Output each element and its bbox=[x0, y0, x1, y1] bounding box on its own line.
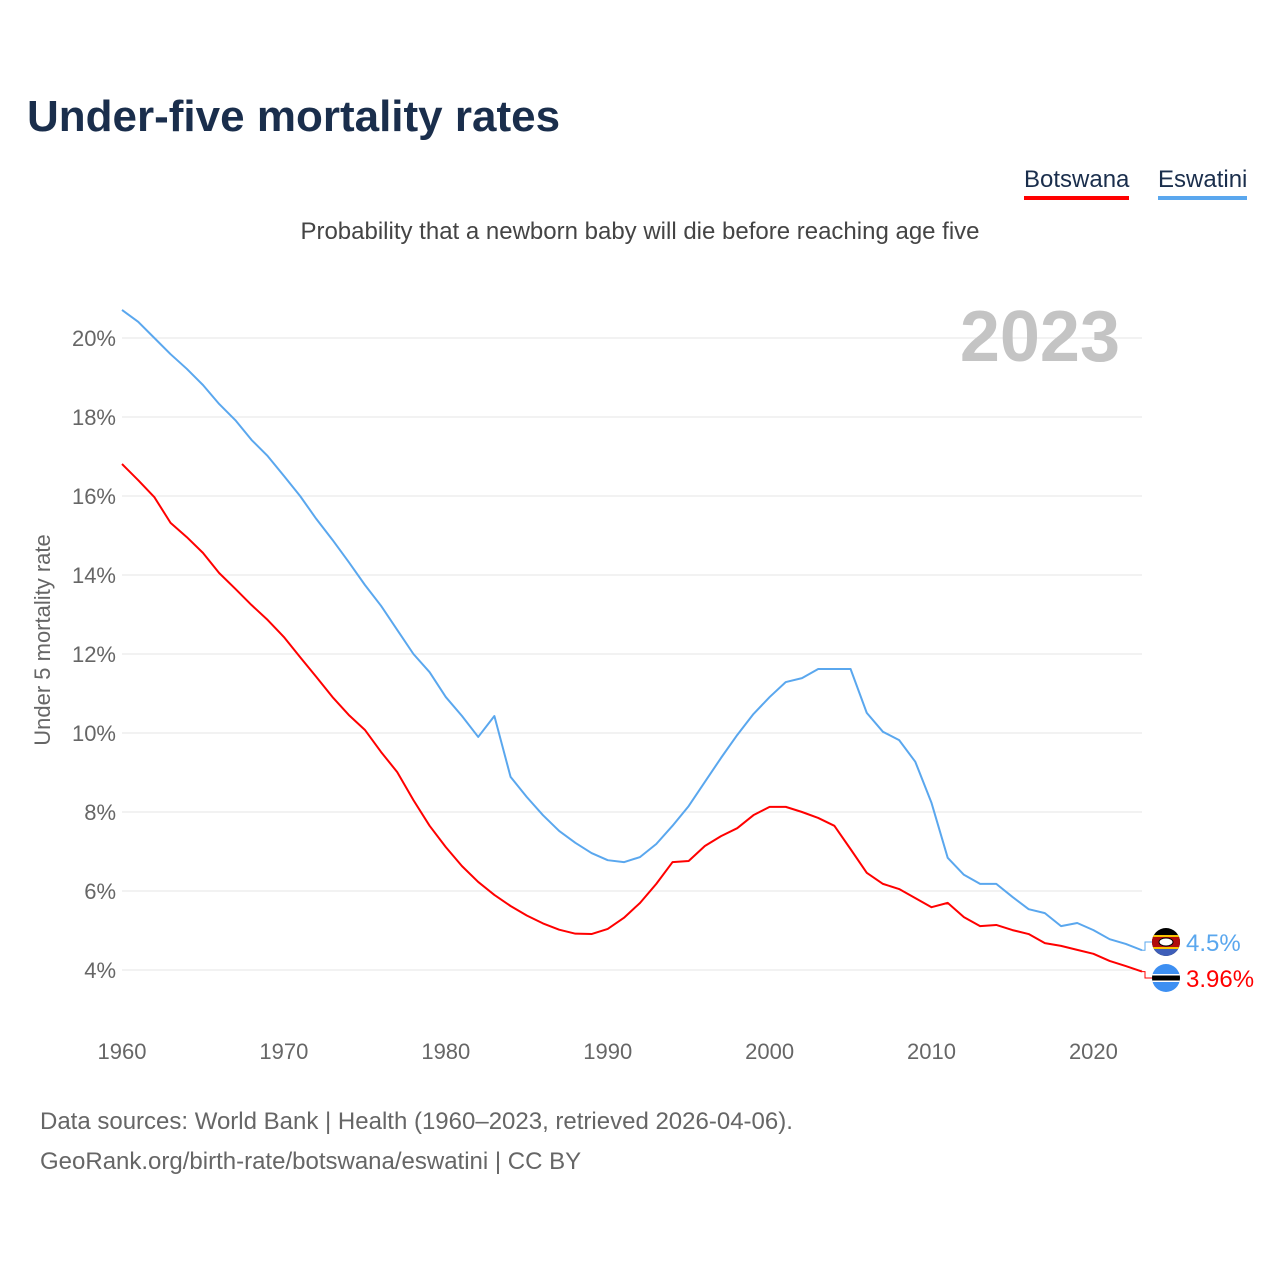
x-tick-label: 1980 bbox=[421, 1039, 470, 1064]
x-tick-label: 2020 bbox=[1069, 1039, 1118, 1064]
y-tick-label: 6% bbox=[84, 879, 116, 904]
end-value-label-botswana: 3.96% bbox=[1186, 966, 1254, 993]
flag-stripe bbox=[1152, 947, 1180, 949]
chart-title: Under-five mortality rates bbox=[27, 92, 561, 141]
series-line-botswana bbox=[121, 463, 1143, 973]
eswatini-flag-icon bbox=[1152, 928, 1180, 956]
end-value-label-eswatini: 4.5% bbox=[1186, 930, 1241, 957]
y-tick-label: 8% bbox=[84, 800, 116, 825]
x-tick-label: 1960 bbox=[98, 1039, 147, 1064]
chart-subtitle: Probability that a newborn baby will die… bbox=[300, 218, 980, 245]
source-line-2[interactable]: GeoRank.org/birth-rate/botswana/eswatini… bbox=[40, 1148, 582, 1175]
y-tick-label: 18% bbox=[72, 405, 116, 430]
flag-stripe bbox=[1152, 949, 1180, 956]
x-tick-label: 1990 bbox=[583, 1039, 632, 1064]
end-connector bbox=[1142, 941, 1152, 951]
x-tick-label: 2000 bbox=[745, 1039, 794, 1064]
flag-body bbox=[1152, 964, 1180, 992]
y-tick-label: 20% bbox=[72, 326, 116, 351]
y-tick-label: 14% bbox=[72, 563, 116, 588]
x-tick-label: 2010 bbox=[907, 1039, 956, 1064]
flag-body bbox=[1152, 928, 1180, 956]
flag-shield bbox=[1158, 937, 1174, 947]
y-tick-label: 10% bbox=[72, 721, 116, 746]
y-axis-label: Under 5 mortality rate bbox=[30, 534, 55, 746]
legend-item-eswatini[interactable]: Eswatini bbox=[1158, 166, 1248, 200]
y-tick-label: 12% bbox=[72, 642, 116, 667]
series-line-eswatini bbox=[121, 309, 1143, 952]
year-label: 2023 bbox=[960, 297, 1120, 377]
source-line-1: Data sources: World Bank | Health (1960–… bbox=[40, 1108, 793, 1135]
y-tick-label: 16% bbox=[72, 484, 116, 509]
botswana-flag-icon bbox=[1152, 964, 1180, 992]
end-connector bbox=[1142, 971, 1152, 979]
y-tick-label: 4% bbox=[84, 958, 116, 983]
x-tick-label: 1970 bbox=[259, 1039, 308, 1064]
legend-item-botswana[interactable]: Botswana bbox=[1024, 166, 1130, 200]
flag-stripe bbox=[1152, 975, 1180, 981]
